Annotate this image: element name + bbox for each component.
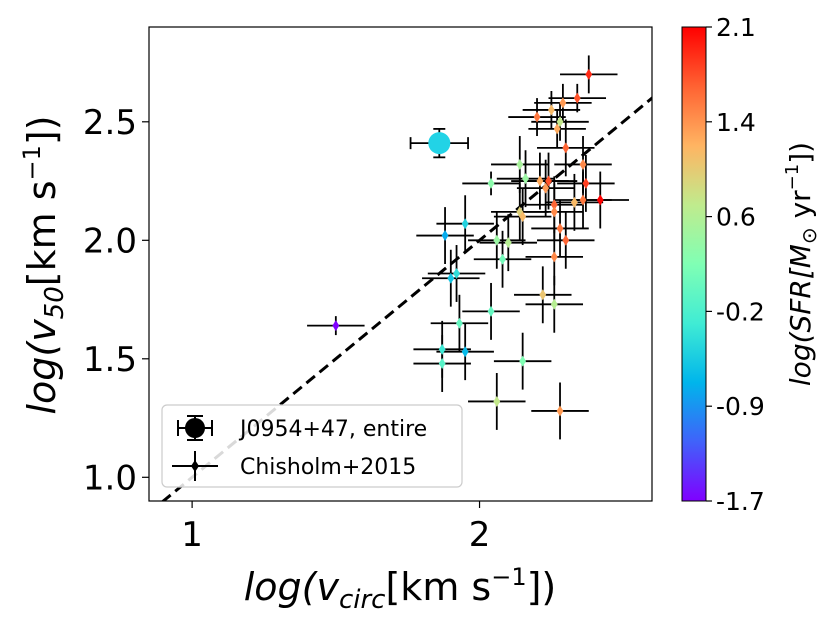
data-point (461, 218, 469, 230)
data-point (596, 194, 604, 206)
data-point (519, 211, 527, 223)
data-point (438, 343, 446, 355)
data-point (562, 234, 570, 246)
data-point (570, 196, 578, 208)
legend: J0954+47, entire Chisholm+2015 (161, 404, 463, 488)
data-point (556, 405, 564, 417)
legend-label-chisholm: Chisholm+2015 (240, 455, 416, 480)
data-point (585, 68, 593, 80)
one-to-one-line (161, 96, 652, 501)
data-point (453, 267, 460, 279)
data-point (539, 289, 547, 301)
data-point (550, 251, 558, 263)
markers-layer (332, 68, 604, 417)
data-point (579, 194, 587, 206)
legend-box (161, 404, 463, 488)
data-point (493, 234, 501, 246)
data-point (499, 253, 506, 265)
data-point (447, 272, 455, 284)
data-point (579, 158, 587, 170)
data-point (550, 298, 558, 310)
data-point (461, 346, 469, 358)
data-point (487, 177, 495, 189)
data-point (493, 395, 501, 407)
data-point (332, 320, 340, 332)
data-point (487, 305, 495, 317)
data-point (522, 173, 529, 185)
y-tick-label: 1.0 (83, 458, 137, 498)
colorbar-tick-label: 1.4 (716, 108, 756, 137)
colorbar-tick-label: 0.6 (716, 203, 756, 232)
legend-marker-j0954 (177, 415, 213, 441)
y-tick-label: 2.5 (83, 103, 137, 143)
data-point (504, 237, 512, 249)
data-point (545, 175, 552, 187)
colorbar (681, 26, 707, 502)
colorbar-tick-label: -0.9 (716, 392, 765, 421)
data-point (456, 317, 463, 329)
data-point (582, 177, 590, 189)
x-tick-label: 2 (469, 515, 491, 555)
data-point (548, 104, 555, 116)
data-point (556, 222, 564, 234)
data-point (550, 199, 558, 211)
data-point (441, 230, 449, 242)
data-point (553, 123, 561, 135)
colorbar-tick-label: -0.2 (716, 297, 765, 326)
y-axis-title: log(v50[km s−1]) (18, 115, 70, 414)
colorbar-tick-label: 2.1 (716, 13, 756, 42)
data-point (573, 92, 581, 104)
colorbar-axis: 2.1 1.4 0.6 -0.2 -0.9 -1.7 (706, 13, 765, 516)
data-point (536, 175, 544, 187)
data-point (550, 206, 558, 218)
data-point (533, 111, 541, 123)
data-point (556, 116, 564, 128)
data-point (519, 355, 527, 367)
data-point-j0954 (428, 132, 451, 155)
data-point (559, 97, 567, 109)
data-point (516, 158, 524, 170)
y-tick-label: 2.0 (83, 221, 137, 261)
legend-label-j0954: J0954+47, entire (238, 417, 427, 442)
colorbar-title: log(SFR[M⊙ yr−1]) (782, 142, 821, 386)
legend-marker-chisholm (172, 451, 218, 481)
y-axis: 1.0 1.5 2.0 2.5 (83, 103, 149, 498)
data-point (438, 358, 446, 370)
colorbar-tick-label: -1.7 (716, 487, 765, 516)
x-axis-title: log(vcirc[km s−1]) (244, 563, 557, 615)
data-point (562, 142, 570, 154)
y-tick-label: 1.5 (83, 340, 137, 380)
data-point (542, 182, 550, 194)
x-tick-label: 1 (181, 515, 203, 555)
